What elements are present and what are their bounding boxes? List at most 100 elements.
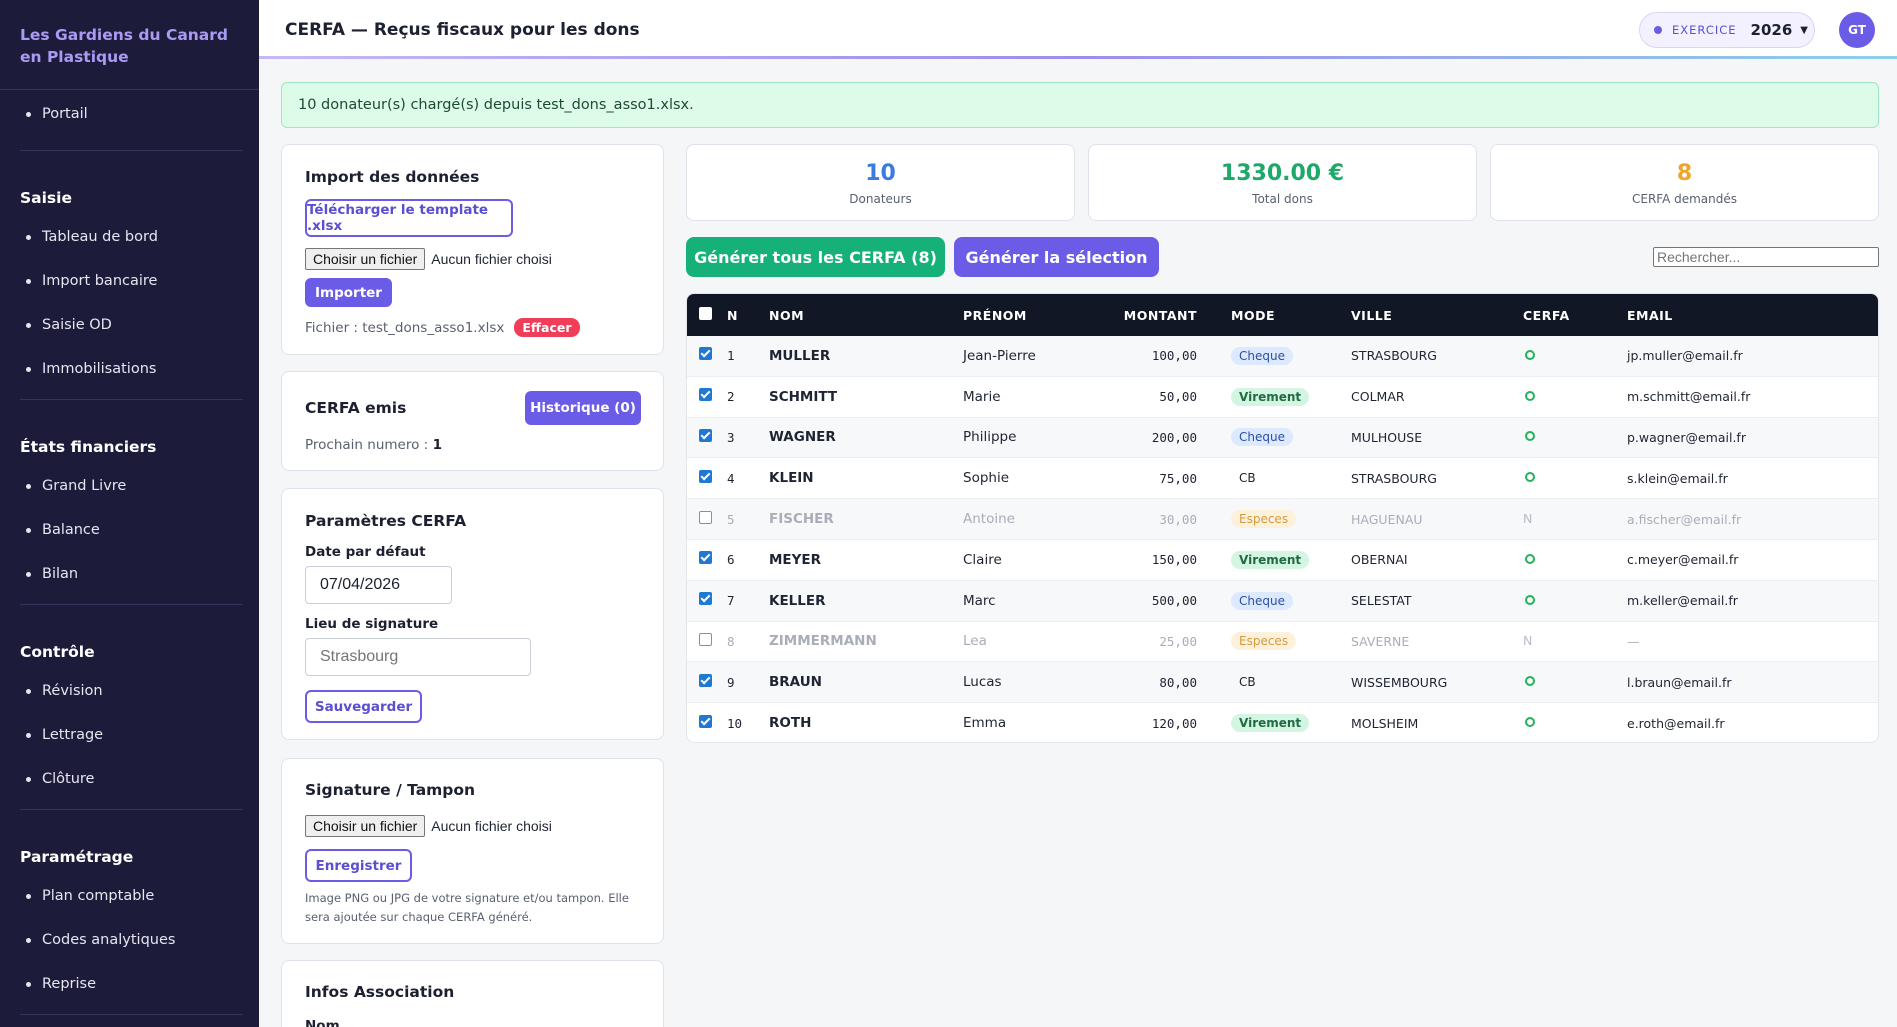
sidebar-item-label: Clôture [42,771,95,787]
sidebar-item[interactable]: Codes analytiques [0,918,259,962]
download-template-button[interactable]: Télécharger le template .xlsx [305,199,513,237]
next-number-label: Prochain numero : [305,437,429,453]
cell-ville: SELESTAT [1351,593,1412,609]
mode-badge: Virement [1231,387,1310,406]
header-mode[interactable]: MODE [1231,307,1275,323]
row-checkbox[interactable] [699,510,712,524]
sidebar-item[interactable]: Tableau de bord [0,215,259,259]
place-input[interactable]: Strasbourg [305,638,531,676]
cell-ville: SAVERNE [1351,633,1410,649]
table-row[interactable]: 10 ROTH Emma 120,00 Virement MOLSHEIM e.roth@e… [687,703,1878,742]
sidebar-item-portail[interactable]: Portail [0,92,259,136]
signature-title: Signature / Tampon [305,781,476,799]
signature-help: Image PNG ou JPG de votre signature et/o… [305,891,629,924]
search-input[interactable]: Rechercher... [1653,247,1879,267]
cell-nom: ROTH [769,715,812,732]
mode-badge: Virement [1231,550,1310,569]
table-row[interactable]: 1 MULLER Jean-Pierre 100,00 Cheque STRASBOURG… [687,336,1878,377]
table-row[interactable]: 6 MEYER Claire 150,00 Virement OBERNAI c.meyer… [687,540,1878,581]
sidebar-divider [20,809,243,810]
row-checkbox[interactable] [699,428,712,442]
stat-cerfa: 8 CERFA demandés [1490,144,1879,221]
sidebar-item[interactable]: Plan comptable [0,874,259,918]
generate-all-button[interactable]: Générer tous les CERFA (8) [686,237,945,277]
table-row[interactable]: 4 KLEIN Sophie 75,00 CB STRASBOURG s.klein@ema… [687,458,1878,500]
mode-badge: Cheque [1231,428,1293,447]
choose-file-button[interactable]: Choisir un fichier [305,815,426,837]
cell-ville: MOLSHEIM [1351,715,1419,731]
cerfa-yes-icon [1525,676,1535,687]
row-checkbox[interactable] [699,673,712,687]
cell-n: 1 [727,348,735,364]
header-cerfa[interactable]: CERFA [1523,307,1570,323]
history-button[interactable]: Historique (0) [525,391,641,425]
sidebar-section-title: Paramétrage [20,848,134,866]
cerfa-yes-icon [1525,717,1535,728]
date-input[interactable]: 07/04/2026 [305,566,452,604]
sidebar-divider [20,1014,243,1015]
mode-badge: CB [1239,471,1256,486]
sidebar-item[interactable]: Reprise [0,962,259,1006]
header-n[interactable]: N [727,307,738,323]
sidebar-item[interactable]: Révision [0,669,259,713]
stat-donors-label: Donateurs [849,192,912,206]
header-prenom[interactable]: PRÉNOM [963,307,1027,323]
bullet-icon [26,278,31,284]
header-email[interactable]: EMAIL [1627,307,1673,323]
sidebar-item[interactable]: Saisie OD [0,303,259,347]
sidebar-divider [20,399,243,400]
cell-nom: KELLER [769,592,826,609]
cell-nom: BRAUN [769,674,822,691]
sidebar-item-label: Lettrage [42,727,104,743]
row-checkbox[interactable] [699,469,712,483]
table-row[interactable]: 7 KELLER Marc 500,00 Cheque SELESTAT m.keller@… [687,580,1878,622]
table-row[interactable]: 8 ZIMMERMANN Lea 25,00 Especes SAVERNE N — [687,622,1878,663]
row-checkbox[interactable] [699,632,712,646]
table-row[interactable]: 3 WAGNER Philippe 200,00 Cheque MULHOUSE p.wag… [687,417,1878,459]
sidebar-item[interactable]: Immobilisations [0,347,259,391]
current-file-label: Fichier : test_dons_asso1.xlsx [305,319,505,336]
choose-file-button[interactable]: Choisir un fichier [305,248,426,270]
header-montant[interactable]: MONTANT [1123,307,1197,323]
brand-name: Les Gardiens du Canard en Plastique [0,0,259,90]
row-checkbox[interactable] [699,592,712,606]
avatar[interactable]: GT [1839,12,1875,48]
cell-ville: COLMAR [1351,389,1405,405]
save-signature-button[interactable]: Enregistrer [305,849,412,882]
select-all-checkbox[interactable] [699,307,712,320]
cell-mode: Cheque [1197,591,1347,610]
table-row[interactable]: 9 BRAUN Lucas 80,00 CB WISSEMBOURG l.braun@ema… [687,662,1878,704]
cell-n: 10 [727,715,743,731]
sidebar-item[interactable]: Lettrage [0,713,259,757]
clear-file-button[interactable]: Effacer [514,318,580,337]
row-checkbox[interactable] [699,551,712,565]
generate-selection-button[interactable]: Générer la sélection [954,237,1159,277]
row-checkbox[interactable] [699,714,712,728]
import-button[interactable]: Importer [305,278,392,307]
cell-nom: SCHMITT [769,388,838,405]
cell-prenom: Antoine [963,511,1015,528]
sidebar-item[interactable]: Clôture [0,757,259,801]
save-params-button[interactable]: Sauvegarder [305,690,422,723]
table-row[interactable]: 2 SCHMITT Marie 50,00 Virement COLMAR m.schmit… [687,377,1878,418]
sidebar: Les Gardiens du Canard en Plastique Port… [0,0,259,1027]
sidebar-item-label: Plan comptable [42,888,155,904]
sidebar-item[interactable]: Balance [0,508,259,552]
cell-n: 9 [727,674,735,690]
cell-ville: STRASBOURG [1351,470,1437,486]
cell-prenom: Emma [963,715,1007,732]
sidebar-item[interactable]: Bilan [0,552,259,596]
exercice-selector[interactable]: EXERCICE 2026 ▼ [1639,12,1815,48]
row-checkbox[interactable] [699,347,712,361]
sidebar-item[interactable]: Import bancaire [0,259,259,303]
import-file-picker[interactable]: Choisir un fichier Aucun fichier choisi [305,248,552,270]
signature-file-picker[interactable]: Choisir un fichier Aucun fichier choisi [305,815,552,837]
header-ville[interactable]: VILLE [1351,307,1393,323]
cell-email: a.fischer@email.fr [1627,511,1742,527]
sidebar-item[interactable]: Grand Livre [0,464,259,508]
cell-nom: WAGNER [769,429,836,446]
row-select-cell [687,673,723,691]
header-nom[interactable]: NOM [769,307,805,323]
row-checkbox[interactable] [699,388,712,402]
